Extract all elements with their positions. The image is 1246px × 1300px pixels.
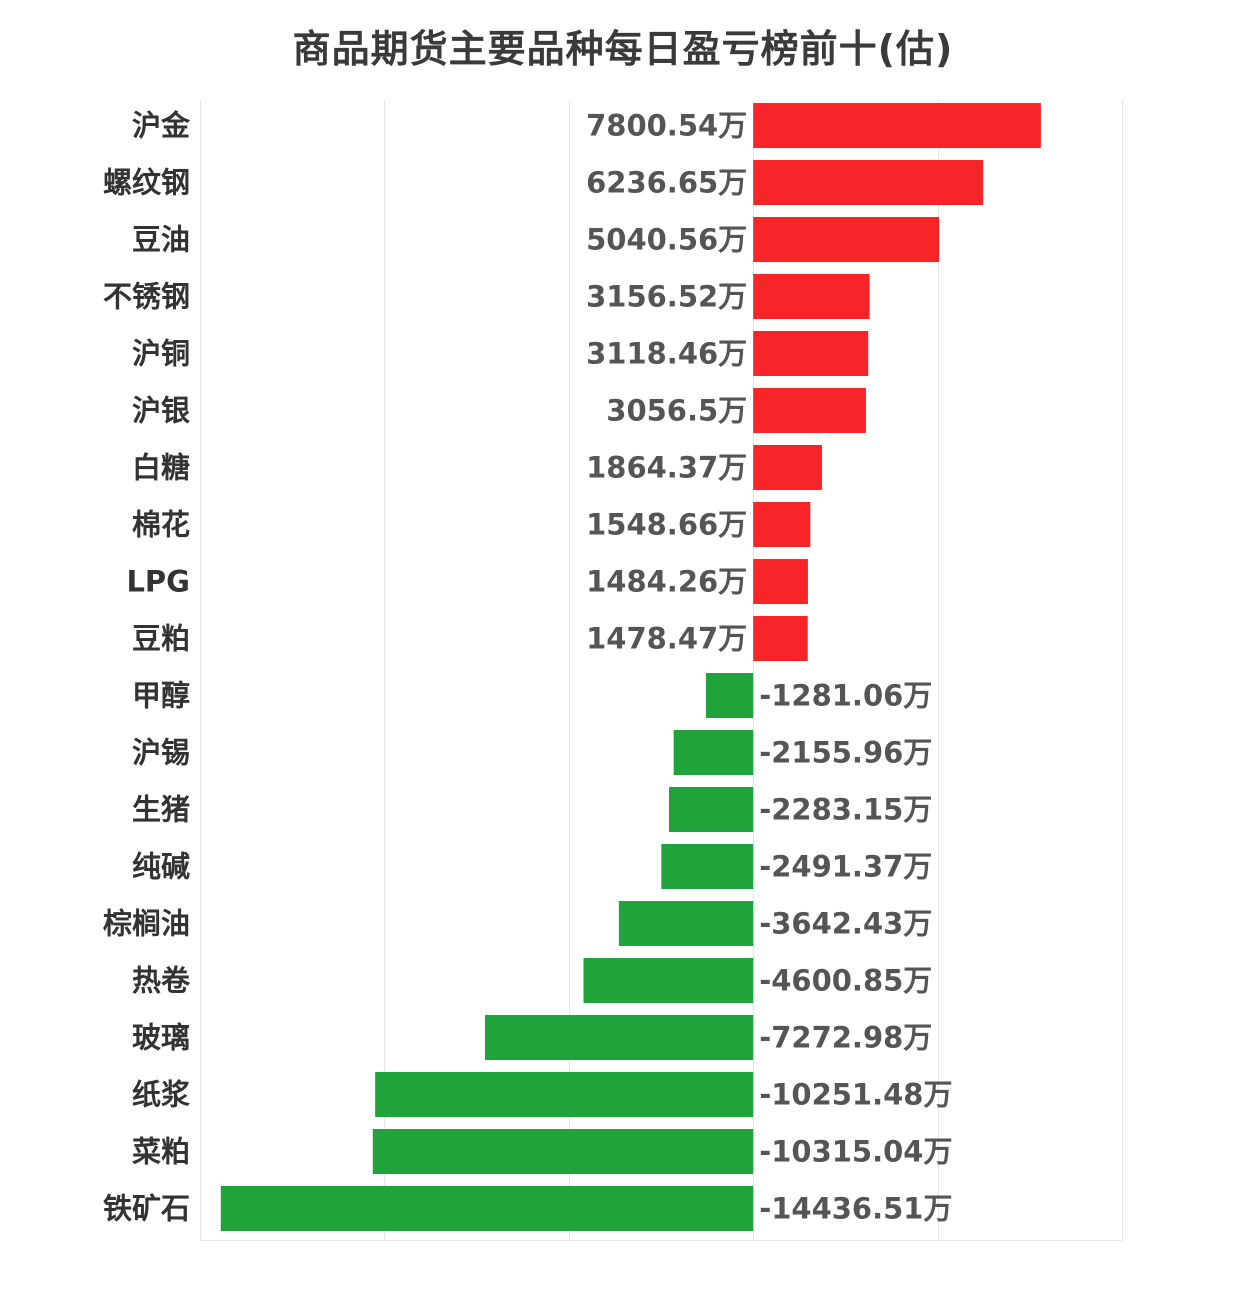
- value-label-17: -10251.48万: [759, 1078, 952, 1112]
- bar-16: [484, 1015, 754, 1060]
- value-label-19: -14436.51万: [759, 1192, 952, 1226]
- category-label-6: 白糖: [132, 451, 190, 485]
- value-label-0: 7800.54万: [586, 109, 747, 143]
- value-label-1: 6236.65万: [586, 166, 747, 200]
- category-label-0: 沪金: [132, 109, 191, 143]
- bar-8: [753, 559, 808, 604]
- value-label-3: 3156.52万: [586, 280, 747, 314]
- category-label-13: 纯碱: [132, 850, 190, 884]
- value-label-5: 3056.5万: [606, 394, 747, 428]
- category-label-14: 棕榈油: [103, 907, 190, 941]
- bar-9: [753, 616, 808, 661]
- bar-1: [753, 160, 984, 205]
- category-label-15: 热卷: [132, 964, 191, 998]
- category-label-18: 菜粕: [132, 1135, 190, 1169]
- bar-17: [375, 1072, 754, 1117]
- category-label-16: 玻璃: [132, 1021, 190, 1055]
- category-label-19: 铁矿石: [103, 1192, 190, 1226]
- bar-19: [220, 1186, 754, 1231]
- value-label-2: 5040.56万: [586, 223, 747, 257]
- category-label-1: 螺纹钢: [103, 166, 190, 200]
- bar-12: [668, 787, 754, 832]
- bar-10: [705, 673, 754, 718]
- value-label-10: -1281.06万: [759, 679, 932, 713]
- category-label-17: 纸浆: [132, 1078, 191, 1112]
- value-label-6: 1864.37万: [586, 451, 747, 485]
- value-label-12: -2283.15万: [759, 793, 932, 827]
- bar-14: [618, 901, 754, 946]
- category-label-9: 豆粕: [132, 622, 190, 656]
- value-label-16: -7272.98万: [759, 1021, 932, 1055]
- value-label-18: -10315.04万: [759, 1135, 952, 1169]
- bar-18: [372, 1129, 754, 1174]
- value-label-8: 1484.26万: [586, 565, 747, 599]
- bar-13: [661, 844, 754, 889]
- category-label-8: LPG: [126, 565, 190, 599]
- value-label-13: -2491.37万: [759, 850, 932, 884]
- bar-3: [753, 274, 870, 319]
- category-label-3: 不锈钢: [103, 280, 190, 314]
- chart-title: 商品期货主要品种每日盈亏榜前十(估): [292, 27, 954, 71]
- bar-0: [753, 103, 1041, 148]
- category-label-12: 生猪: [132, 793, 190, 827]
- category-label-4: 沪铜: [132, 337, 190, 371]
- bar-6: [753, 445, 822, 490]
- bar-2: [753, 217, 940, 262]
- bar-4: [753, 331, 869, 376]
- bar-11: [673, 730, 754, 775]
- value-label-9: 1478.47万: [586, 622, 747, 656]
- category-label-5: 沪银: [132, 394, 190, 428]
- value-label-14: -3642.43万: [759, 907, 932, 941]
- category-label-10: 甲醇: [132, 679, 190, 713]
- category-label-2: 豆油: [132, 223, 190, 257]
- value-label-4: 3118.46万: [586, 337, 747, 371]
- value-label-15: -4600.85万: [759, 964, 932, 998]
- bar-15: [583, 958, 754, 1003]
- category-label-7: 棉花: [132, 508, 190, 542]
- category-label-11: 沪锡: [132, 736, 190, 770]
- value-label-11: -2155.96万: [759, 736, 932, 770]
- value-label-7: 1548.66万: [586, 508, 747, 542]
- bar-5: [753, 388, 866, 433]
- bar-7: [753, 502, 811, 547]
